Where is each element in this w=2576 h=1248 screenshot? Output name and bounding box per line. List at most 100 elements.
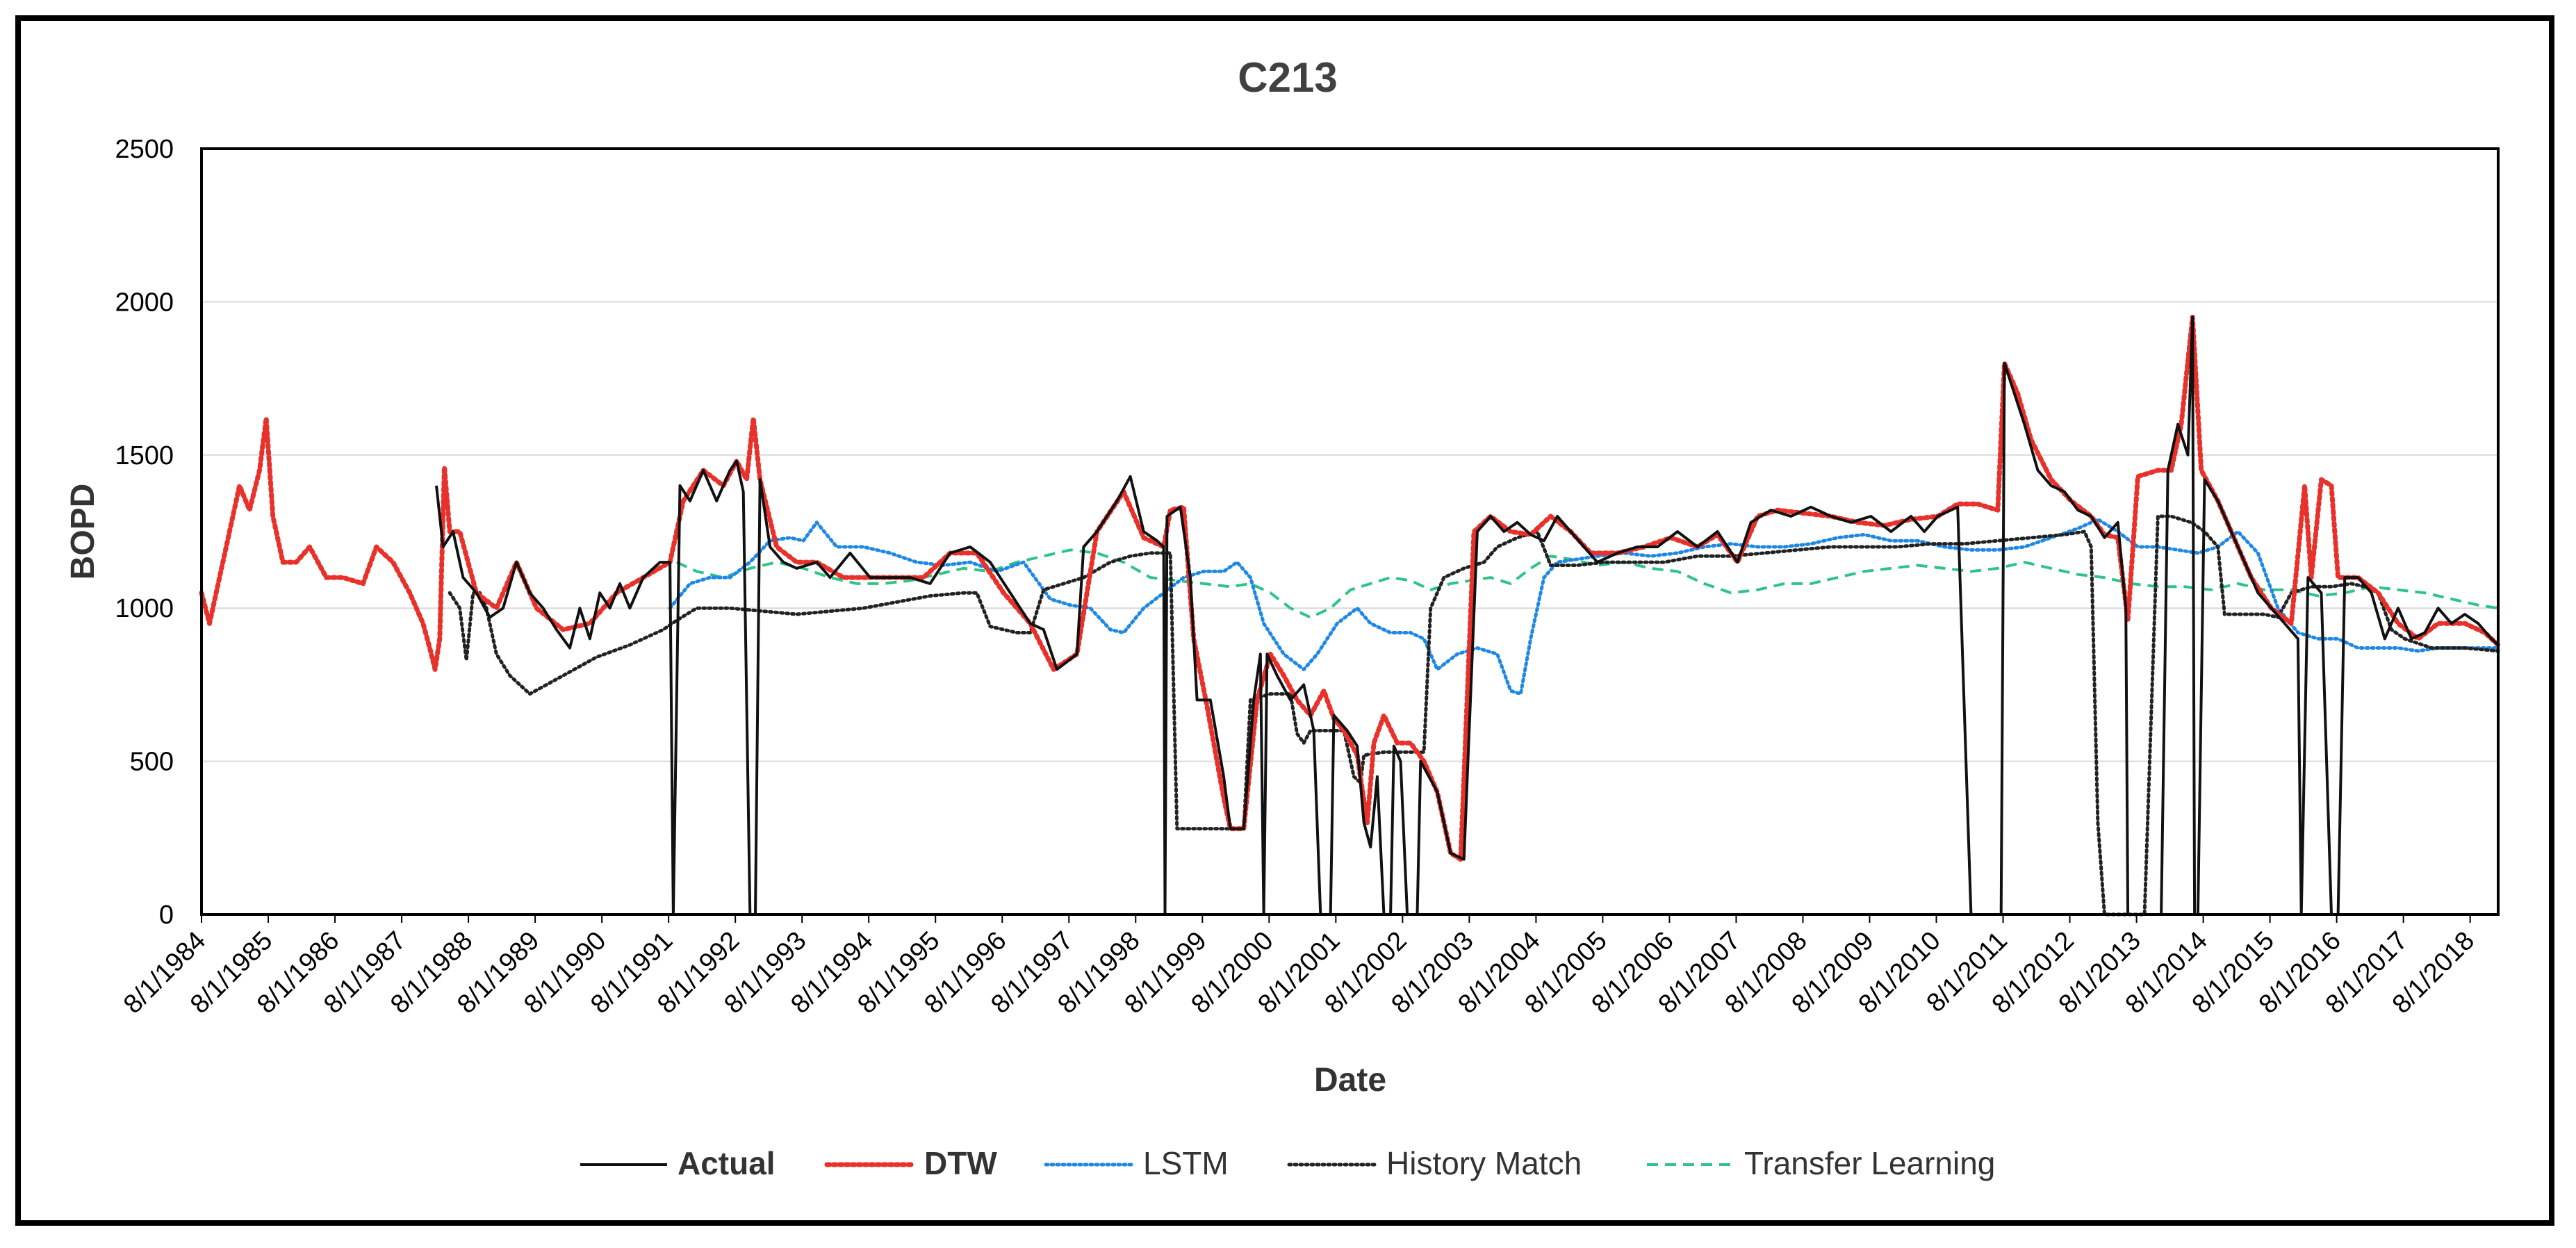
- y-tick-label: 0: [159, 901, 174, 930]
- data-point: [2204, 479, 2206, 480]
- data-point: [1443, 577, 1445, 578]
- y-tick-label: 1500: [115, 441, 174, 470]
- data-point: [2244, 561, 2245, 563]
- data-point: [2177, 550, 2179, 551]
- data-point: [676, 561, 678, 563]
- data-point: [1504, 531, 1505, 532]
- data-point: [1650, 568, 1652, 569]
- data-point: [1584, 546, 1585, 548]
- data-point: [730, 577, 731, 578]
- data-point: [2277, 607, 2279, 609]
- data-point: [1717, 531, 1718, 532]
- data-point: [663, 629, 664, 630]
- data-point: [1577, 559, 1578, 560]
- data-point: [496, 654, 498, 655]
- data-point: [2371, 592, 2372, 593]
- y-tick-label: 1000: [115, 594, 174, 623]
- y-tick-label: 500: [130, 748, 174, 777]
- data-point: [1637, 546, 1639, 548]
- data-point: [1334, 715, 1335, 716]
- data-point: [1557, 561, 1558, 563]
- data-point: [1163, 546, 1165, 548]
- data-point: [1764, 552, 1765, 554]
- data-point: [2181, 424, 2182, 425]
- data-point: [1017, 632, 1018, 634]
- data-point: [1463, 859, 1465, 860]
- data-point: [2031, 537, 2032, 539]
- legend-label: Transfer Learning: [1744, 1145, 1995, 1181]
- data-point: [1437, 791, 1438, 793]
- data-point: [2308, 577, 2309, 578]
- data-point: [1180, 507, 1181, 508]
- data-point: [1297, 700, 1298, 701]
- data-point: [443, 546, 444, 548]
- data-point: [1851, 522, 1852, 523]
- data-point: [1117, 500, 1118, 502]
- data-point: [1784, 583, 1785, 584]
- data-point: [434, 669, 436, 671]
- data-point: [1354, 776, 1355, 778]
- data-point: [1123, 561, 1124, 563]
- data-point: [1550, 565, 1552, 566]
- data-point: [2291, 623, 2292, 624]
- data-point: [1190, 577, 1191, 578]
- data-point: [2014, 393, 2015, 395]
- data-point: [1520, 693, 1522, 695]
- data-point: [796, 568, 798, 569]
- data-point: [563, 629, 564, 630]
- data-point: [1069, 605, 1071, 606]
- data-point: [669, 561, 671, 563]
- data-point: [2177, 424, 2179, 425]
- data-point: [2377, 648, 2379, 649]
- data-point: [2051, 485, 2052, 486]
- data-point: [1210, 700, 1211, 701]
- data-point: [1597, 561, 1598, 563]
- series-line-actual: [435, 315, 2500, 916]
- data-point: [910, 577, 911, 578]
- data-point: [530, 592, 531, 593]
- data-point: [1390, 577, 1391, 578]
- legend: Actual DTW LSTM History Match Transfer Learn…: [580, 1145, 1995, 1181]
- data-point: [1704, 546, 1705, 548]
- data-point: [1997, 509, 1999, 511]
- data-point: [2184, 586, 2185, 588]
- data-point: [2438, 623, 2439, 624]
- data-point: [265, 418, 267, 419]
- data-point: [272, 516, 274, 517]
- data-point: [2358, 577, 2359, 578]
- data-point: [1330, 730, 1331, 732]
- data-point: [489, 617, 491, 618]
- data-point: [2104, 537, 2106, 539]
- data-point: [2077, 528, 2078, 529]
- data-point: [209, 623, 211, 624]
- data-point: [436, 485, 437, 486]
- data-point: [2024, 561, 2026, 563]
- data-point: [1030, 632, 1031, 634]
- y-tick-label: 2000: [115, 288, 174, 317]
- data-point: [730, 470, 731, 471]
- data-point: [2125, 607, 2126, 609]
- data-point: [1056, 669, 1058, 671]
- x-axis-label: Date: [1314, 1062, 1386, 1099]
- data-point: [589, 639, 591, 640]
- data-point: [689, 583, 691, 584]
- data-point: [1270, 592, 1271, 593]
- data-point: [1250, 577, 1252, 578]
- data-point: [2097, 519, 2099, 520]
- data-point: [1997, 540, 1999, 541]
- data-point: [1917, 540, 1919, 541]
- data-point: [1757, 546, 1758, 548]
- data-point: [282, 561, 284, 563]
- data-point: [1971, 571, 1972, 573]
- data-point: [2425, 592, 2426, 593]
- data-point: [1650, 556, 1652, 557]
- data-point: [1890, 540, 1892, 541]
- data-point: [1570, 531, 1572, 532]
- data-point: [569, 648, 571, 649]
- data-point: [1917, 565, 1919, 566]
- data-point: [850, 552, 851, 554]
- data-point: [1363, 822, 1365, 823]
- data-point: [1270, 693, 1271, 695]
- data-point: [2238, 583, 2239, 584]
